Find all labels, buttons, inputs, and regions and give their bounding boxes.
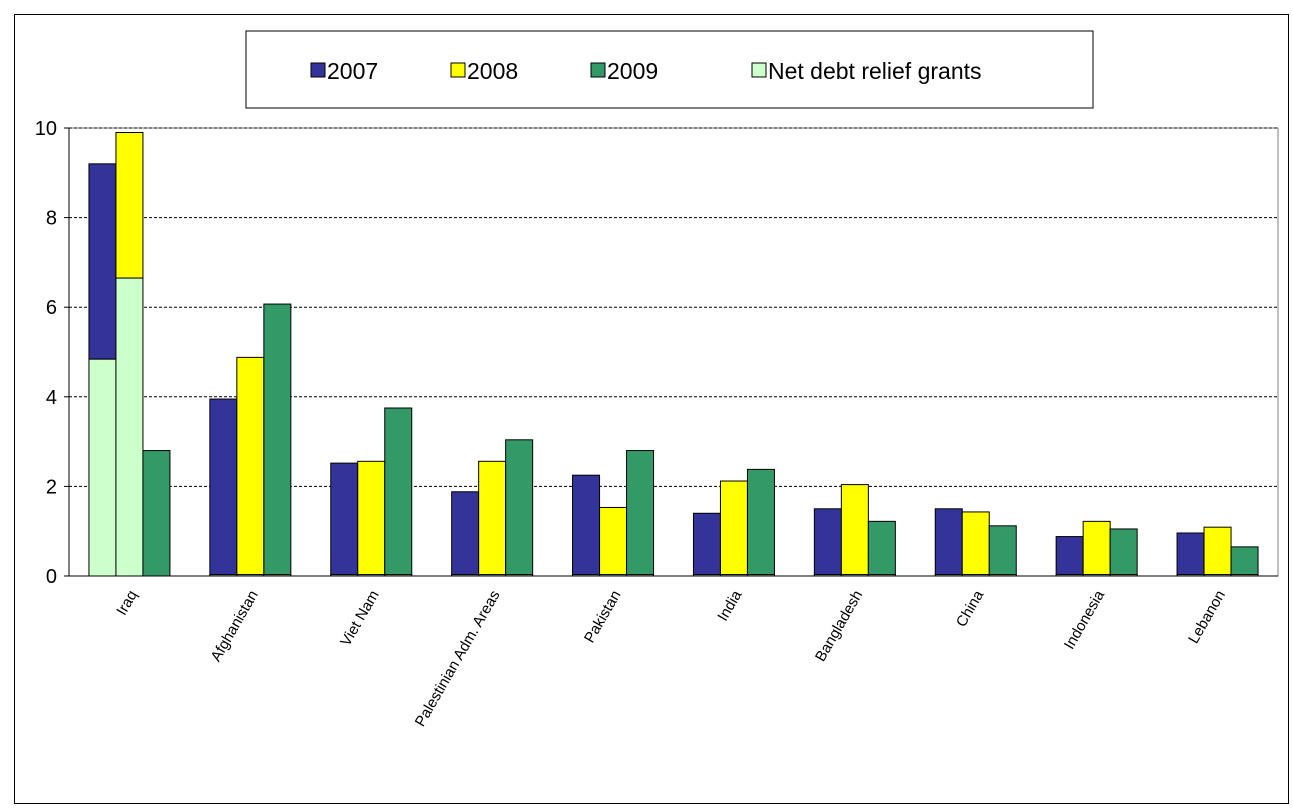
bar-2009 bbox=[1230, 546, 1259, 576]
y-tick-label: 2 bbox=[46, 476, 57, 498]
y-tick-label: 4 bbox=[46, 387, 57, 409]
bar-2007 bbox=[692, 512, 721, 576]
y-tick-label: 8 bbox=[46, 208, 57, 230]
bar-2008 bbox=[961, 511, 990, 576]
bar-2009 bbox=[142, 450, 171, 577]
bar-2007 bbox=[1176, 532, 1205, 576]
bar-2009 bbox=[746, 468, 775, 576]
bar-2008 bbox=[478, 460, 507, 576]
bar-2007 bbox=[330, 462, 359, 576]
y-tick-label: 6 bbox=[46, 297, 57, 319]
bar-2009 bbox=[988, 525, 1017, 576]
bar-2008 bbox=[840, 484, 869, 576]
bar-debt-relief bbox=[88, 358, 117, 577]
bars bbox=[88, 131, 1259, 577]
bar-2007 bbox=[1055, 536, 1084, 576]
bar-2008 bbox=[357, 460, 386, 576]
bar-2007 bbox=[934, 508, 963, 576]
legend-swatch bbox=[310, 62, 326, 78]
legend-swatch bbox=[751, 62, 767, 78]
bar-2007 bbox=[813, 508, 842, 576]
legend-label: 2008 bbox=[467, 58, 518, 84]
legend-label: 2009 bbox=[607, 58, 658, 84]
bar-2007 bbox=[451, 491, 480, 576]
bar-2009 bbox=[1109, 528, 1138, 576]
bar-2009 bbox=[263, 303, 292, 576]
bar-2008 bbox=[236, 356, 265, 576]
bar-2008 bbox=[599, 506, 628, 576]
bar-2008 bbox=[1203, 526, 1232, 576]
bar-2009 bbox=[626, 450, 655, 576]
legend: 2007 2008 2009 Net debt relief grants bbox=[245, 30, 1094, 109]
bar-2008 bbox=[719, 480, 748, 576]
bar-2008 bbox=[115, 131, 144, 279]
bar-2009 bbox=[867, 520, 896, 576]
bar-2009 bbox=[384, 407, 413, 576]
legend-label: 2007 bbox=[327, 58, 378, 84]
bar-2009 bbox=[505, 439, 534, 576]
legend-swatch bbox=[590, 62, 606, 78]
legend-swatch bbox=[450, 62, 466, 78]
legend-label: Net debt relief grants bbox=[768, 58, 982, 84]
bar-2007 bbox=[88, 163, 117, 360]
bar-debt-relief bbox=[115, 277, 144, 577]
bar-2007 bbox=[572, 474, 601, 576]
y-tick-label: 0 bbox=[46, 566, 57, 588]
legend-box bbox=[245, 30, 1094, 109]
bar-2008 bbox=[1082, 520, 1111, 576]
bar-2007 bbox=[209, 398, 238, 576]
y-tick-label: 10 bbox=[35, 118, 57, 140]
